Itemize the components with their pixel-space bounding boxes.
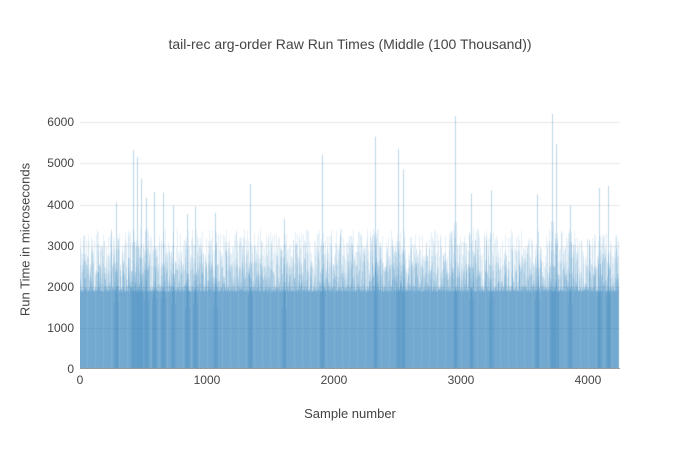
chart-title: tail-rec arg-order Raw Run Times (Middle…	[168, 36, 532, 52]
y-tick-label: 5000	[47, 156, 74, 171]
y-tick-label: 4000	[47, 197, 74, 212]
x-tick-label: 1000	[193, 373, 221, 387]
plot-area[interactable]	[80, 110, 620, 369]
x-tick-label: 4000	[574, 373, 602, 387]
y-tick-label: 2000	[47, 279, 74, 294]
x-tick-label: 2000	[320, 373, 348, 387]
x-tick-label: 3000	[447, 373, 475, 387]
x-tick-label: 0	[76, 373, 84, 387]
x-axis-title: Sample number	[304, 406, 396, 421]
y-tick-label: 3000	[47, 238, 74, 253]
y-tick-label: 6000	[47, 115, 74, 130]
y-tick-label: 0	[67, 362, 74, 376]
y-tick-label: 1000	[47, 320, 74, 335]
